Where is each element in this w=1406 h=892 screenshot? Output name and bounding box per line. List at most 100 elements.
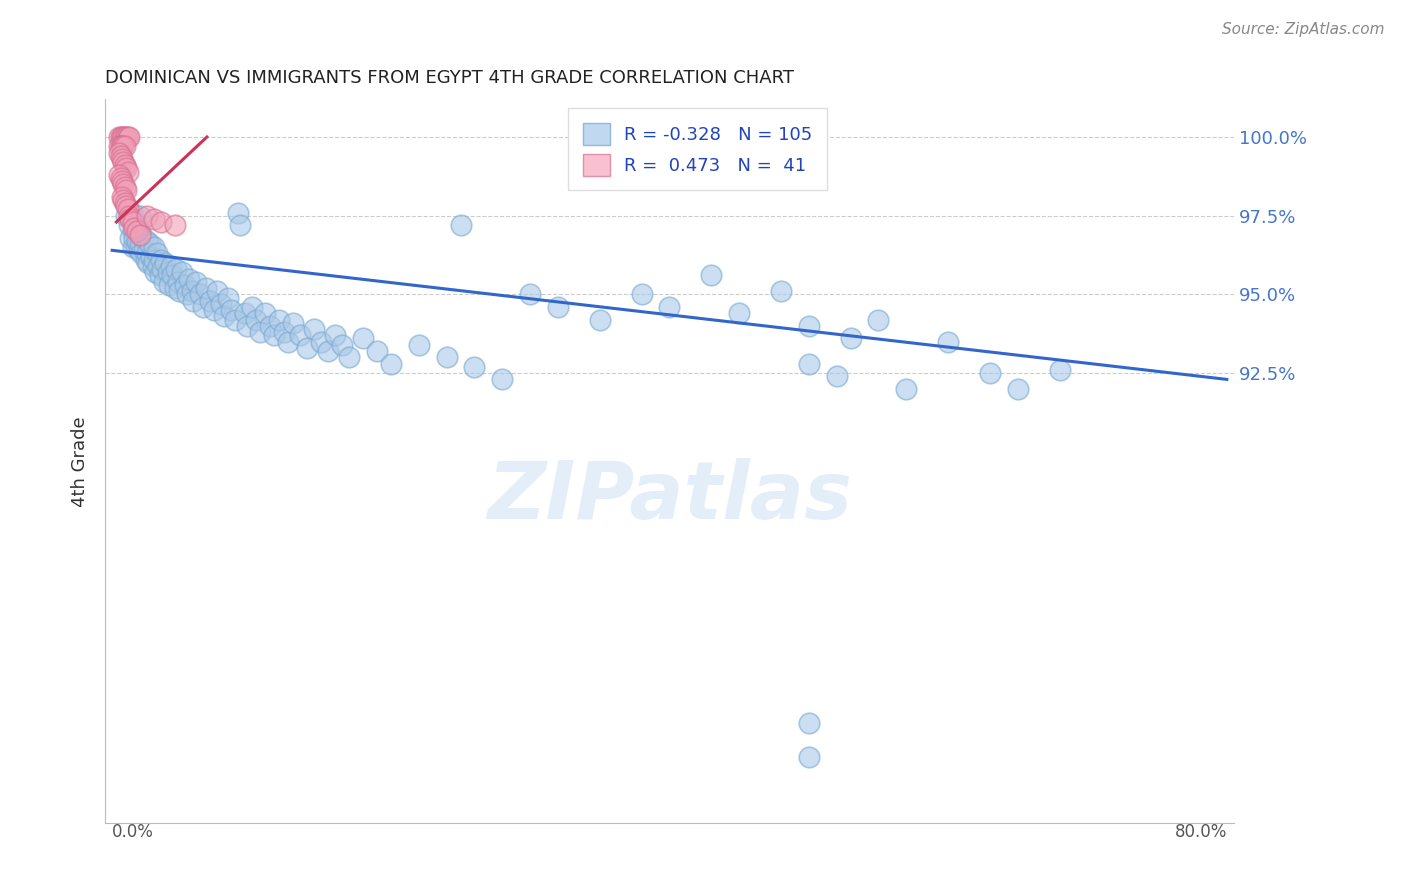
Point [143, 252, 166, 267]
Point [212, 310, 235, 324]
Point [297, 341, 319, 355]
Point [198, 293, 221, 308]
Point [143, 240, 166, 254]
Point [114, 196, 136, 211]
Point [146, 259, 169, 273]
Point [219, 303, 242, 318]
Point [797, 750, 820, 764]
Point [217, 291, 239, 305]
Point [825, 369, 848, 384]
Text: 0.0%: 0.0% [112, 823, 155, 841]
Point [259, 318, 281, 333]
Point [112, 130, 135, 145]
Point [139, 237, 162, 252]
Point [157, 277, 180, 292]
Point [150, 262, 173, 277]
Point [290, 328, 312, 343]
Point [127, 234, 149, 248]
Point [547, 300, 569, 314]
Y-axis label: 4th Grade: 4th Grade [72, 416, 89, 507]
Point [108, 139, 131, 153]
Point [519, 287, 541, 301]
Point [463, 359, 485, 374]
Point [142, 259, 165, 273]
Point [316, 344, 339, 359]
Point [249, 325, 271, 339]
Point [170, 265, 193, 279]
Point [205, 285, 228, 299]
Point [143, 211, 166, 226]
Point [273, 325, 295, 339]
Point [145, 246, 167, 260]
Point [188, 287, 211, 301]
Point [159, 259, 181, 273]
Point [184, 275, 207, 289]
Point [136, 246, 159, 260]
Point [868, 312, 890, 326]
Point [245, 312, 267, 326]
Point [226, 205, 249, 219]
Point [117, 130, 139, 145]
Point [141, 250, 163, 264]
Point [108, 145, 131, 160]
Point [115, 199, 138, 213]
Point [181, 293, 204, 308]
Text: Source: ZipAtlas.com: Source: ZipAtlas.com [1222, 22, 1385, 37]
Text: 80.0%: 80.0% [1174, 823, 1227, 841]
Point [118, 209, 141, 223]
Point [128, 244, 150, 258]
Point [136, 209, 159, 223]
Point [269, 312, 291, 326]
Point [108, 130, 131, 145]
Point [163, 281, 186, 295]
Point [118, 130, 141, 145]
Point [112, 177, 135, 191]
Point [163, 218, 186, 232]
Point [202, 303, 225, 318]
Point [124, 215, 146, 229]
Point [122, 240, 145, 254]
Point [728, 306, 751, 320]
Point [114, 158, 136, 172]
Point [156, 265, 179, 279]
Point [165, 262, 187, 277]
Point [112, 193, 135, 207]
Legend: R = -0.328   N = 105, R =  0.473   N =  41: R = -0.328 N = 105, R = 0.473 N = 41 [568, 108, 827, 190]
Point [839, 331, 862, 345]
Point [149, 252, 172, 267]
Point [180, 285, 202, 299]
Point [115, 130, 138, 145]
Point [589, 312, 612, 326]
Point [209, 297, 232, 311]
Point [229, 218, 252, 232]
Point [380, 357, 402, 371]
Point [979, 366, 1001, 380]
Point [132, 230, 155, 244]
Point [111, 130, 134, 145]
Point [330, 338, 353, 352]
Point [366, 344, 388, 359]
Point [436, 351, 458, 365]
Point [337, 351, 360, 365]
Point [114, 180, 136, 194]
Point [769, 285, 792, 299]
Point [110, 170, 132, 185]
Point [491, 372, 513, 386]
Point [131, 246, 153, 260]
Point [118, 218, 141, 232]
Point [233, 306, 256, 320]
Point [149, 215, 172, 229]
Point [630, 287, 652, 301]
Point [153, 256, 176, 270]
Point [240, 300, 263, 314]
Point [129, 224, 152, 238]
Point [112, 139, 135, 153]
Point [145, 265, 167, 279]
Point [700, 268, 723, 283]
Point [160, 268, 183, 283]
Point [135, 252, 157, 267]
Point [121, 205, 143, 219]
Point [124, 221, 146, 235]
Point [122, 215, 145, 229]
Point [797, 318, 820, 333]
